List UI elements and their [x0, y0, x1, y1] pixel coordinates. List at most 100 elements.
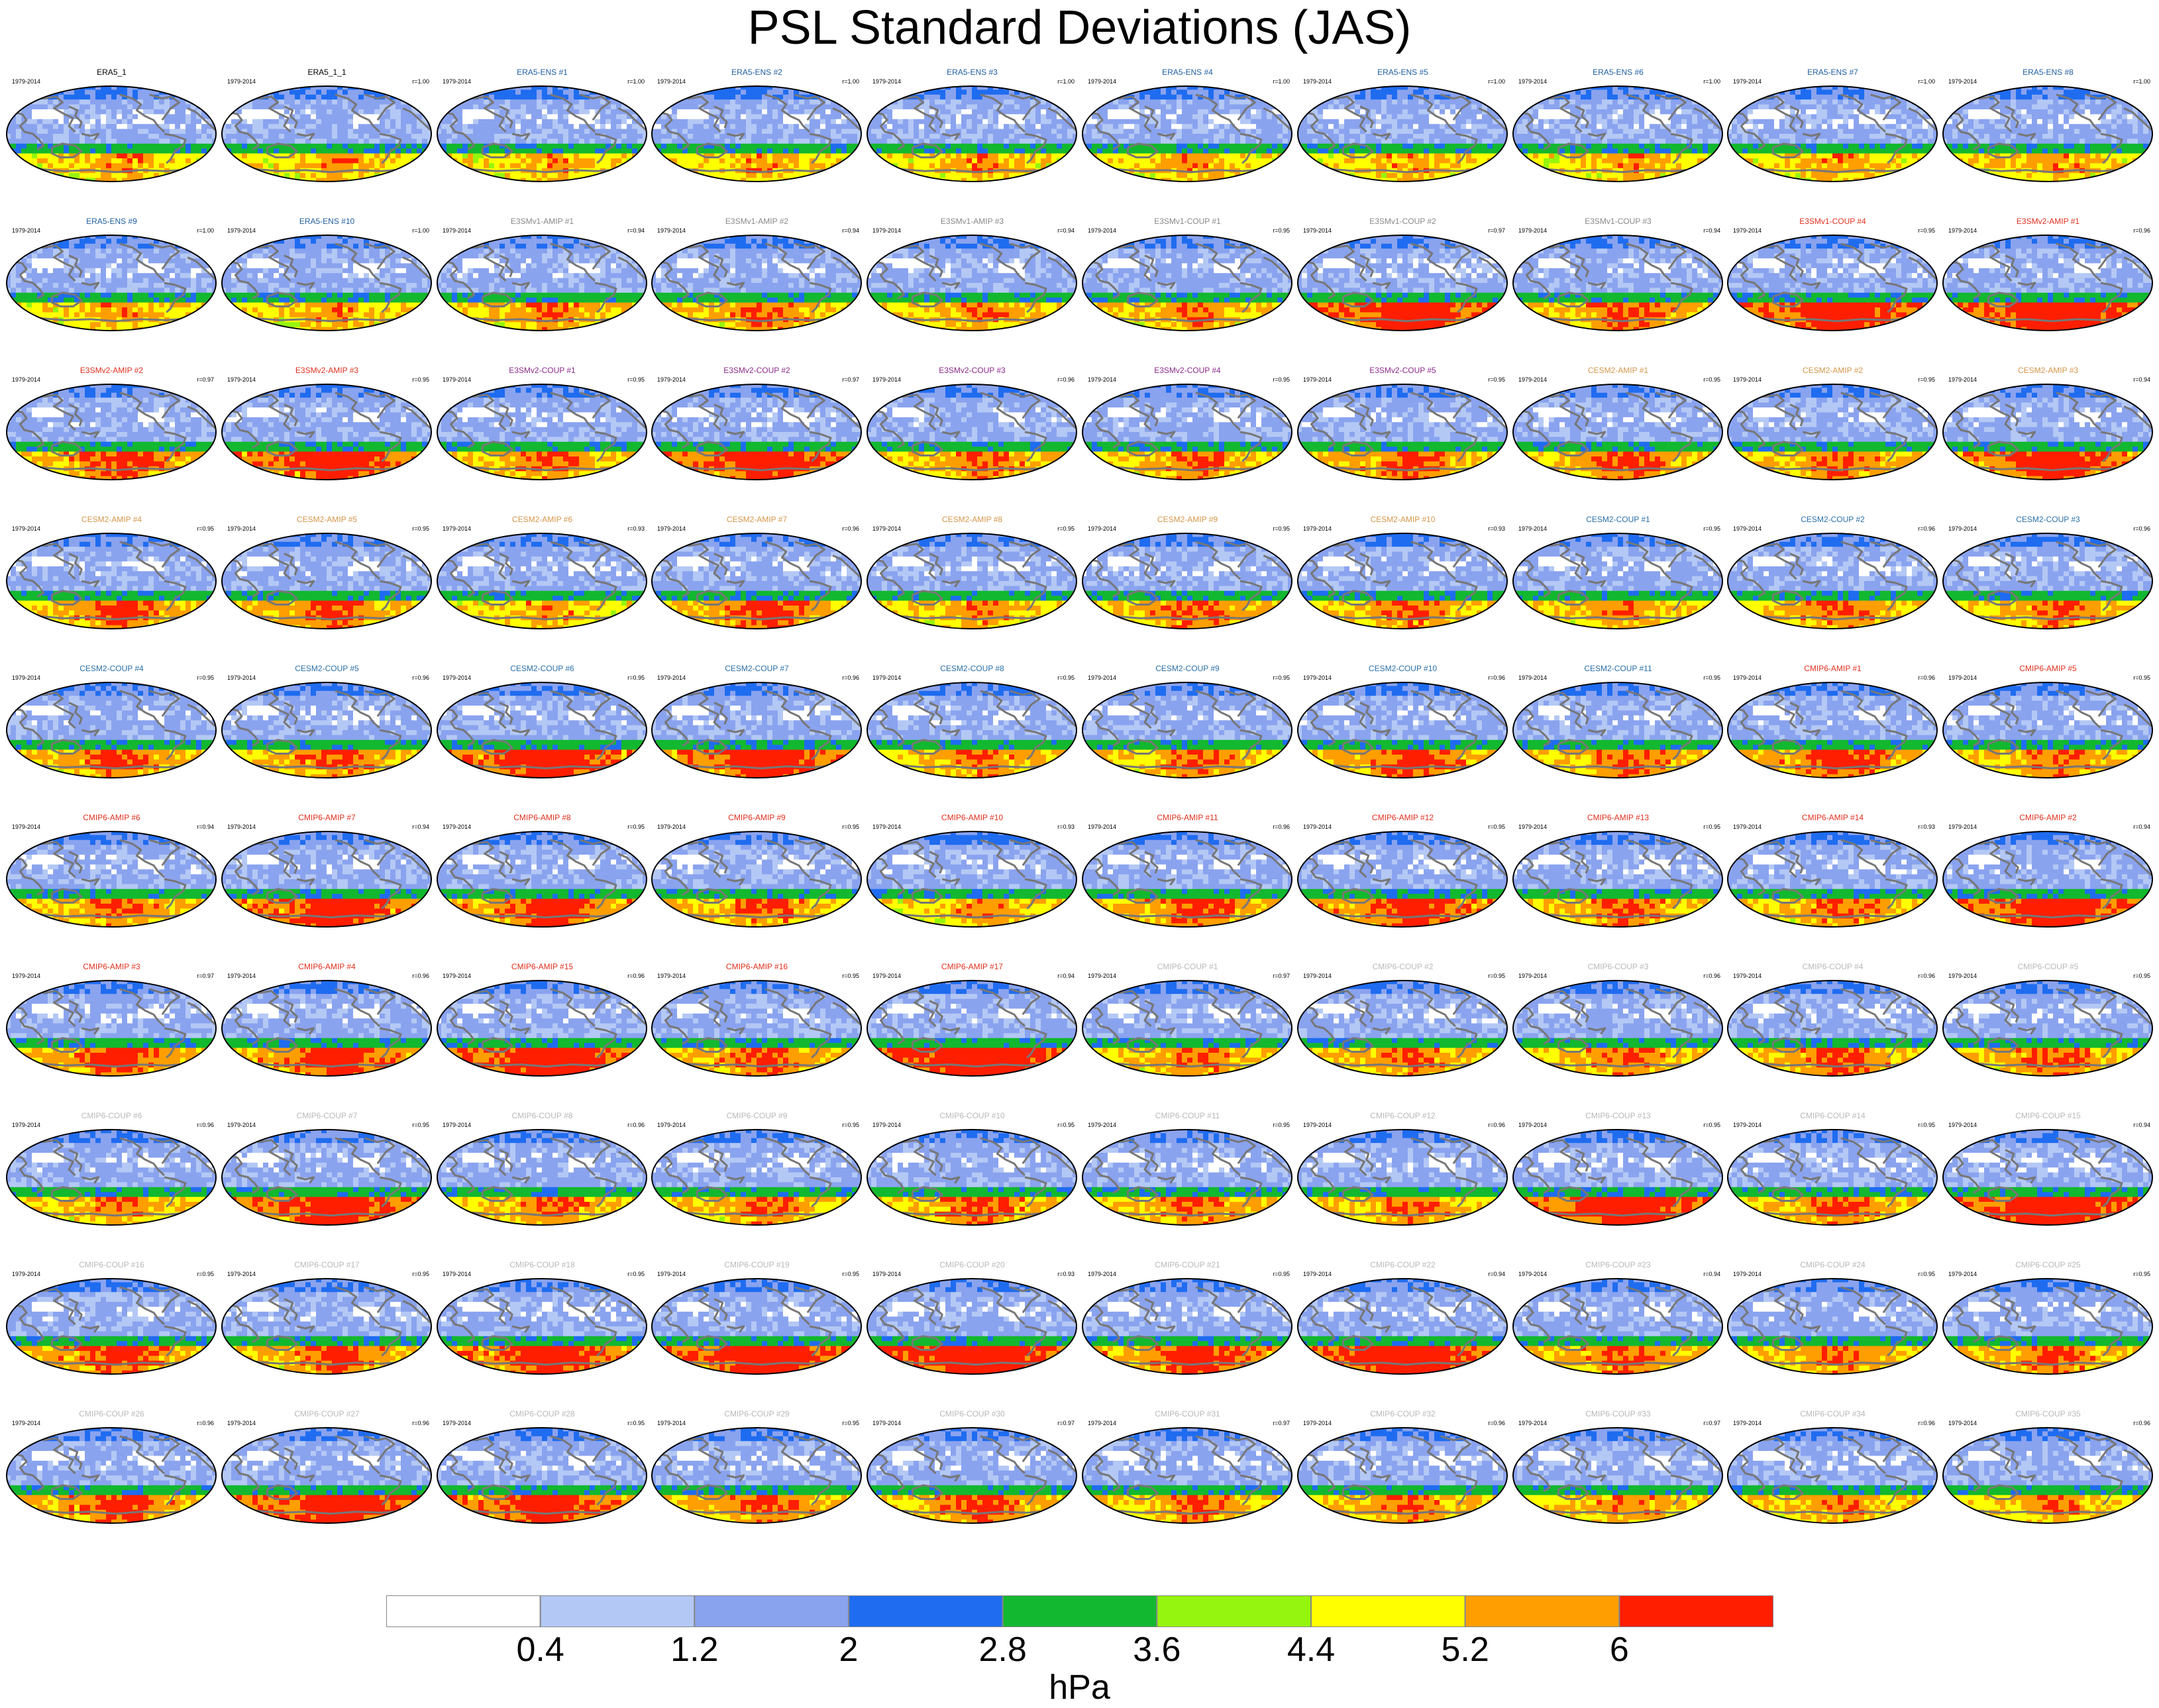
map-panel: CMIP6-COUP #21 1979-2014 r=0.95 — [1080, 1259, 1295, 1375]
map-field — [4, 680, 219, 780]
map-panel: CMIP6-COUP #26 1979-2014 r=0.96 — [4, 1408, 219, 1524]
map-panel: CMIP6-COUP #15 1979-2014 r=0.94 — [1940, 1110, 2156, 1226]
map-panel: CESM2-COUP #3 1979-2014 r=0.96 — [1940, 513, 2156, 630]
map-panel: CESM2-COUP #5 1979-2014 r=0.96 — [219, 663, 435, 779]
map-panel: E3SMv2-COUP #4 1979-2014 r=0.95 — [1080, 364, 1295, 481]
map-field — [1510, 1276, 1725, 1377]
panel-title: CMIP6-COUP #3 — [1510, 962, 1726, 971]
map-panel: CMIP6-COUP #1 1979-2014 r=0.97 — [1080, 961, 1295, 1077]
map-field — [4, 1127, 219, 1228]
colorbar-tick-label: 1.2 — [670, 1630, 718, 1670]
panel-title: E3SMv2-COUP #3 — [865, 366, 1080, 375]
map-panel: E3SMv2-AMIP #1 1979-2014 r=0.96 — [1940, 215, 2156, 332]
colorbar-swatch — [1465, 1595, 1620, 1627]
panel-title: CMIP6-COUP #22 — [1295, 1260, 1510, 1269]
panel-title: CMIP6-COUP #15 — [1940, 1111, 2156, 1120]
map-field — [1295, 83, 1510, 184]
panel-title: CESM2-AMIP #4 — [4, 515, 219, 524]
map-field — [1080, 382, 1294, 482]
map-panel: CMIP6-COUP #5 1979-2014 r=0.95 — [1940, 961, 2156, 1077]
map-panel: CMIP6-COUP #25 1979-2014 r=0.95 — [1940, 1259, 2156, 1375]
map-field — [1510, 233, 1725, 333]
panel-title: CMIP6-AMIP #2 — [1940, 813, 2156, 822]
map-panel: E3SMv2-COUP #5 1979-2014 r=0.95 — [1295, 364, 1510, 481]
panel-title: CMIP6-AMIP #12 — [1295, 813, 1510, 822]
panel-title: CESM2-AMIP #3 — [1940, 366, 2156, 375]
colorbar-tick-label: 3.6 — [1133, 1630, 1181, 1670]
map-panel: CMIP6-COUP #24 1979-2014 r=0.95 — [1725, 1259, 1940, 1375]
map-panel: CESM2-COUP #10 1979-2014 r=0.96 — [1295, 663, 1510, 779]
map-panel: E3SMv1-COUP #1 1979-2014 r=0.95 — [1080, 215, 1295, 332]
panel-title: CMIP6-COUP #1 — [1080, 962, 1295, 971]
panel-title: ERA5-ENS #3 — [865, 68, 1080, 77]
panel-title: E3SMv2-COUP #5 — [1295, 366, 1510, 375]
map-field — [219, 83, 434, 184]
map-panel: CMIP6-AMIP #7 1979-2014 r=0.94 — [219, 812, 435, 928]
map-panel: CMIP6-COUP #2 1979-2014 r=0.95 — [1295, 961, 1510, 1077]
map-panel: CESM2-AMIP #10 1979-2014 r=0.93 — [1295, 513, 1510, 630]
panel-title: CMIP6-AMIP #5 — [1940, 664, 2156, 673]
map-field — [4, 233, 219, 333]
panel-title: CMIP6-AMIP #6 — [4, 813, 219, 822]
colorbar-swatch — [694, 1595, 849, 1627]
map-field — [1725, 680, 1940, 780]
panel-title: CMIP6-COUP #33 — [1510, 1409, 1726, 1418]
map-field — [4, 829, 219, 930]
panel-title: CMIP6-COUP #13 — [1510, 1111, 1726, 1120]
colorbar-tick-label: 4.4 — [1287, 1630, 1335, 1670]
map-panel: CESM2-AMIP #7 1979-2014 r=0.96 — [649, 513, 865, 630]
panel-title: CMIP6-COUP #5 — [1940, 962, 2156, 971]
map-field — [649, 233, 864, 333]
panel-title: E3SMv1-COUP #3 — [1510, 217, 1726, 226]
map-field — [1725, 531, 1940, 631]
map-field — [1080, 829, 1294, 930]
colorbar-tick-label: 6 — [1610, 1630, 1629, 1670]
map-panel: CESM2-COUP #2 1979-2014 r=0.96 — [1725, 513, 1940, 630]
map-field — [219, 978, 434, 1079]
panel-title: CMIP6-COUP #19 — [649, 1260, 865, 1269]
panel-title: CESM2-COUP #3 — [1940, 515, 2156, 524]
map-panel: CESM2-COUP #9 1979-2014 r=0.95 — [1080, 663, 1295, 779]
panel-title: ERA5-ENS #1 — [435, 68, 650, 77]
map-panel: CMIP6-COUP #17 1979-2014 r=0.95 — [219, 1259, 435, 1375]
panel-title: CMIP6-COUP #12 — [1295, 1111, 1510, 1120]
map-field — [865, 83, 1079, 184]
map-panel: CMIP6-COUP #29 1979-2014 r=0.95 — [649, 1408, 865, 1524]
panel-title: CMIP6-AMIP #14 — [1725, 813, 1940, 822]
map-panel: ERA5-ENS #4 1979-2014 r=1.00 — [1080, 66, 1295, 183]
panel-title: CMIP6-COUP #4 — [1725, 962, 1940, 971]
map-field — [1080, 978, 1294, 1079]
map-field — [649, 531, 864, 631]
map-field — [219, 382, 434, 482]
map-field — [1510, 829, 1725, 930]
map-field — [649, 680, 864, 780]
map-field — [1940, 1276, 2155, 1377]
map-field — [219, 233, 434, 333]
map-panel: CMIP6-COUP #19 1979-2014 r=0.95 — [649, 1259, 865, 1375]
panel-title: E3SMv2-AMIP #1 — [1940, 217, 2156, 226]
panel-title: E3SMv1-AMIP #2 — [649, 217, 865, 226]
panel-title: ERA5-ENS #6 — [1510, 68, 1726, 77]
map-panel: CESM2-AMIP #1 1979-2014 r=0.95 — [1510, 364, 1726, 481]
colorbar-labels: 0.4 1.2 2 2.8 3.6 4.4 5.2 6 — [0, 1630, 2159, 1670]
map-panel: CMIP6-COUP #34 1979-2014 r=0.96 — [1725, 1408, 1940, 1524]
map-panel: CMIP6-AMIP #5 1979-2014 r=0.95 — [1940, 663, 2156, 779]
colorbar-swatch — [1157, 1595, 1311, 1627]
map-field — [1940, 83, 2155, 184]
panel-title: CMIP6-COUP #8 — [435, 1111, 650, 1120]
map-field — [435, 531, 649, 631]
map-panel: ERA5_1_1 1979-2014 r=1.00 — [219, 66, 435, 183]
map-panel: E3SMv1-COUP #4 1979-2014 r=0.95 — [1725, 215, 1940, 332]
colorbar-swatch — [1311, 1595, 1465, 1627]
map-panel: CMIP6-COUP #12 1979-2014 r=0.96 — [1295, 1110, 1510, 1226]
panel-title: CMIP6-COUP #26 — [4, 1409, 219, 1418]
map-field — [649, 978, 864, 1079]
map-panel: CESM2-AMIP #8 1979-2014 r=0.95 — [865, 513, 1080, 630]
panel-title: CESM2-AMIP #2 — [1725, 366, 1940, 375]
map-panel: CMIP6-AMIP #13 1979-2014 r=0.95 — [1510, 812, 1726, 928]
panel-title: ERA5-ENS #10 — [219, 217, 435, 226]
panel-title: CMIP6-COUP #2 — [1295, 962, 1510, 971]
map-panel: CMIP6-COUP #14 1979-2014 r=0.95 — [1725, 1110, 1940, 1226]
map-panel: CMIP6-AMIP #10 1979-2014 r=0.93 — [865, 812, 1080, 928]
colorbar-swatch — [386, 1595, 541, 1627]
